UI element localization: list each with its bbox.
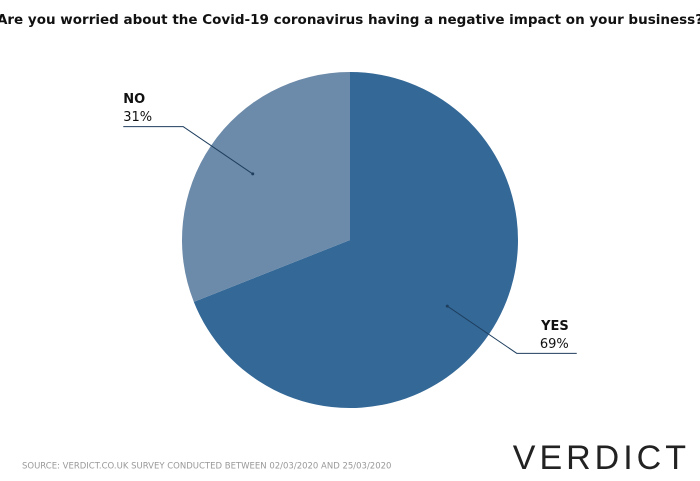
leader-dot <box>251 172 255 176</box>
value-label: 69% <box>540 337 569 352</box>
leader-dot <box>445 304 449 308</box>
chart-title: Are you worried about the Covid-19 coron… <box>0 12 700 28</box>
pie-slice <box>193 72 518 408</box>
category-label: NO <box>123 92 145 107</box>
leader-line <box>123 126 254 175</box>
leader-line <box>446 305 577 354</box>
source-note: SOURCE: VERDICT.CO.UK SURVEY CONDUCTED B… <box>22 462 391 472</box>
category-label: YES <box>540 319 569 334</box>
pie-slice <box>181 72 350 302</box>
brand-logo: VERDICT <box>513 439 690 477</box>
value-label: 31% <box>123 110 152 125</box>
